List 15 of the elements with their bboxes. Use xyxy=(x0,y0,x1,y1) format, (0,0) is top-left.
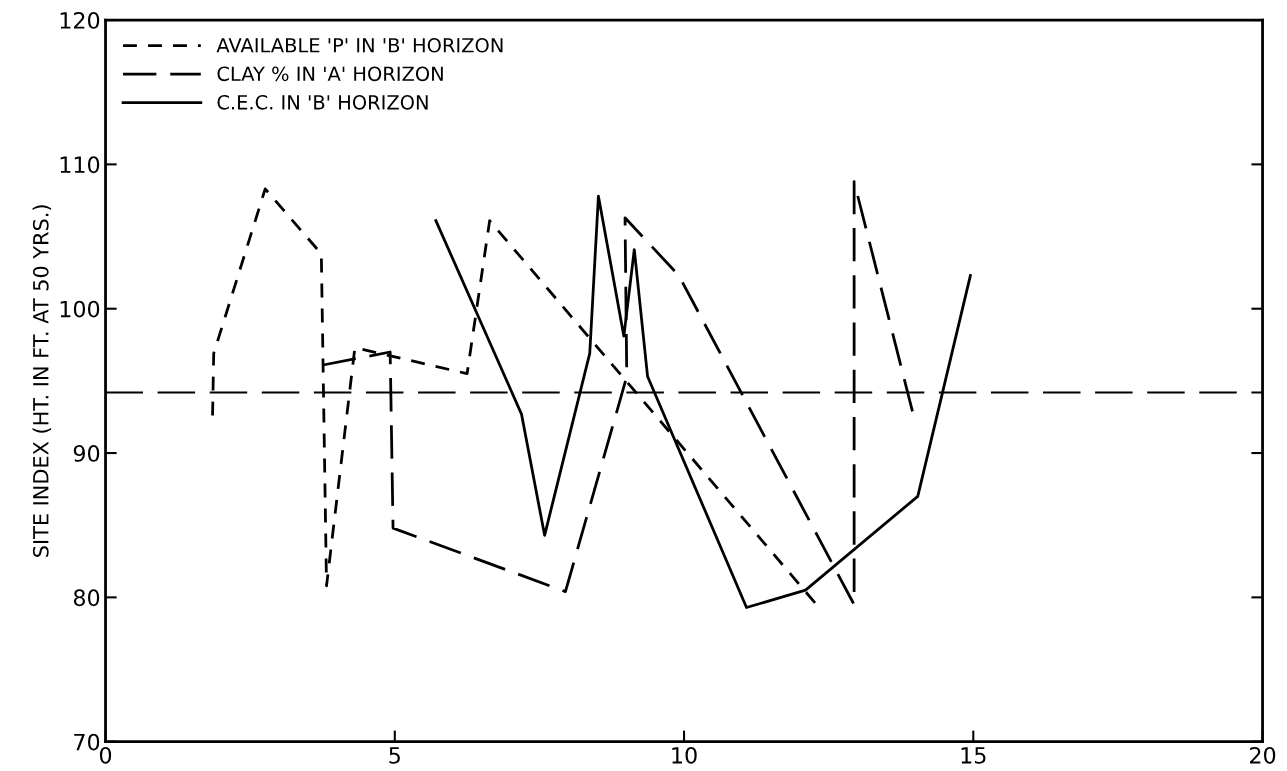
x-tick-label: 15 xyxy=(961,747,986,764)
y-tick-label: 120 xyxy=(60,12,100,29)
legend-label: CLAY % IN 'A' HORIZON xyxy=(217,66,443,82)
y-tick-label: 100 xyxy=(60,300,100,318)
x-tick-label: 20 xyxy=(1250,746,1276,764)
x-tick-label: 0 xyxy=(99,746,112,764)
legend-label: AVAILABLE 'P' IN 'B' HORIZON xyxy=(216,37,503,53)
legend-label: C.E.C. IN 'B' HORIZON xyxy=(217,94,428,110)
y-axis-title: SITE INDEX (HT. IN FT. AT 50 YRS.) xyxy=(32,205,52,557)
y-tick-label: 80 xyxy=(73,589,100,607)
x-tick-label: 10 xyxy=(672,746,697,764)
x-tick-label: 5 xyxy=(389,747,400,764)
y-tick-label: 110 xyxy=(60,156,100,174)
y-tick-label: 90 xyxy=(73,444,100,462)
y-tick-label: 70 xyxy=(74,733,100,751)
